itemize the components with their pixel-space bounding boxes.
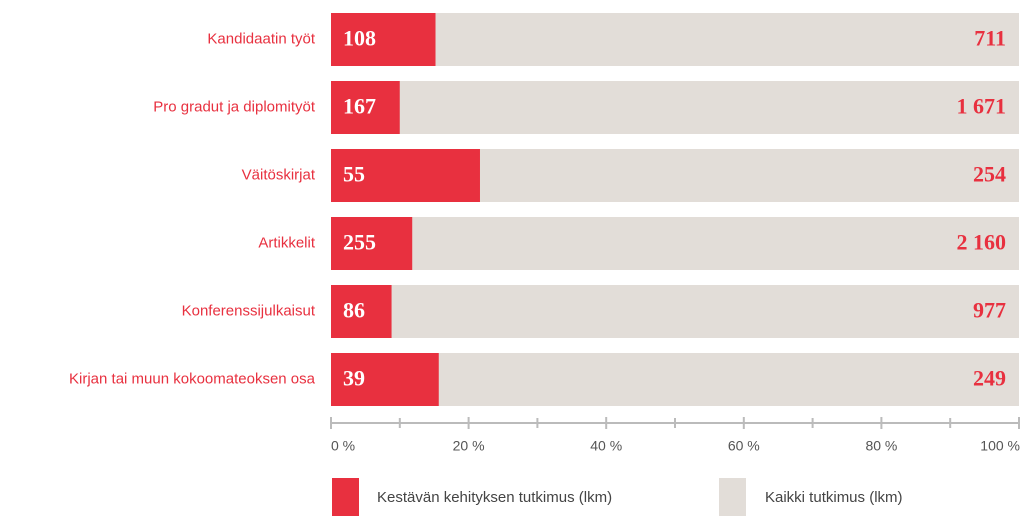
legend-swatch — [719, 478, 746, 516]
x-tick-label: 40 % — [590, 438, 622, 454]
share-bar — [331, 285, 392, 338]
share-label: 167 — [343, 94, 376, 119]
category-label: Konferenssijulkaisut — [182, 302, 316, 319]
x-tick-label: 0 % — [331, 438, 355, 454]
share-label: 108 — [343, 26, 376, 51]
total-label: 2 160 — [957, 230, 1007, 255]
total-label: 254 — [973, 162, 1006, 187]
total-bar — [331, 13, 1019, 66]
share-label: 86 — [343, 298, 365, 323]
total-bar — [331, 285, 1019, 338]
category-label: Väitöskirjat — [242, 166, 316, 183]
legend-label: Kaikki tutkimus (lkm) — [765, 489, 903, 506]
share-bar — [331, 217, 413, 270]
share-bar — [331, 13, 436, 66]
x-tick-label: 100 % — [980, 438, 1020, 454]
total-label: 1 671 — [957, 94, 1007, 119]
category-label: Kirjan tai muun kokoomateoksen osa — [69, 370, 316, 387]
x-tick-label: 60 % — [728, 438, 760, 454]
legend-swatch — [332, 478, 359, 516]
total-bar — [331, 217, 1019, 270]
total-label: 711 — [974, 26, 1006, 51]
total-label: 249 — [973, 366, 1006, 391]
x-tick-label: 80 % — [865, 438, 897, 454]
share-label: 55 — [343, 162, 365, 187]
total-label: 977 — [973, 298, 1006, 323]
share-bar — [331, 81, 400, 134]
category-label: Kandidaatin työt — [207, 30, 315, 47]
share-label: 39 — [343, 366, 365, 391]
category-label: Pro gradut ja diplomityöt — [153, 98, 316, 115]
x-tick-label: 20 % — [453, 438, 485, 454]
share-bar — [331, 353, 439, 406]
total-bar — [331, 353, 1019, 406]
category-label: Artikkelit — [258, 234, 316, 251]
total-bar — [331, 81, 1019, 134]
share-label: 255 — [343, 230, 376, 255]
share-bar — [331, 149, 480, 202]
legend-label: Kestävän kehityksen tutkimus (lkm) — [377, 489, 612, 506]
